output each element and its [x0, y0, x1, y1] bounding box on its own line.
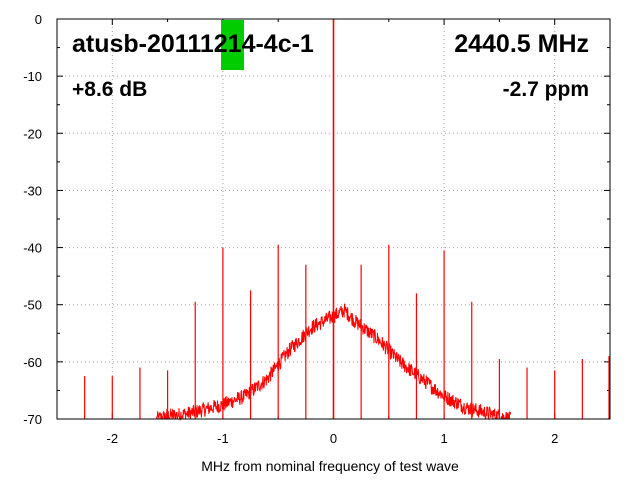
x-axis-label: MHz from nominal frequency of test wave: [201, 458, 459, 474]
spur-series: [84, 19, 610, 419]
gain-label: +8.6 dB: [72, 78, 147, 101]
y-tick-label: -40: [23, 241, 42, 256]
x-tick-label: 0: [330, 431, 337, 446]
y-tick-label: -10: [23, 69, 42, 84]
device-id-label: atusb-20111214-4c-1: [72, 30, 314, 58]
x-tick-label: -1: [217, 431, 229, 446]
x-tick-label: -2: [107, 431, 119, 446]
y-axis-tick-labels: 0 -10 -20 -30 -40 -50 -60 -70: [23, 12, 42, 427]
y-tick-label: -20: [23, 126, 42, 141]
y-tick-label: -60: [23, 355, 42, 370]
green-marker: [221, 20, 244, 70]
plot-frame: [56, 18, 611, 420]
y-tick-label: -70: [23, 412, 42, 427]
y-tick-label: -50: [23, 298, 42, 313]
frequency-label: 2440.5 MHz: [454, 30, 589, 58]
x-axis-tick-labels: -2 -1 0 1 2: [107, 431, 559, 446]
x-tick-label: 1: [440, 431, 447, 446]
y-tick-label: 0: [35, 12, 42, 27]
ppm-offset-label: -2.7 ppm: [503, 78, 589, 101]
x-tick-label: 2: [551, 431, 558, 446]
y-tick-label: -30: [23, 183, 42, 198]
